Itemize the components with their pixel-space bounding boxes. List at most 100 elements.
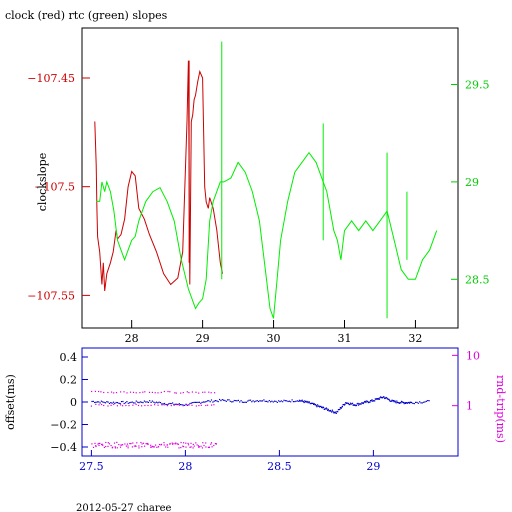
rnd-trip-point <box>211 404 213 406</box>
rnd-trip-point <box>103 404 105 407</box>
rnd-trip-point <box>207 404 209 406</box>
rnd-trip-point <box>197 445 200 447</box>
offset-point <box>167 403 170 405</box>
offset-point <box>342 404 344 406</box>
offset-point <box>169 402 171 405</box>
rnd-trip-point <box>192 447 194 449</box>
rnd-trip-point <box>169 442 171 445</box>
offset-point <box>185 403 187 405</box>
rnd-trip-point <box>101 443 103 445</box>
offset-point <box>170 403 172 405</box>
offset-point <box>149 400 151 402</box>
offset-point <box>217 401 219 403</box>
rnd-trip-point <box>142 391 144 393</box>
rnd-trip-point <box>200 445 202 447</box>
offset-point <box>180 404 182 406</box>
offset-point <box>267 401 269 403</box>
offset-point <box>305 401 307 403</box>
offset-point <box>308 401 311 403</box>
offset-point <box>378 397 380 400</box>
offset-point <box>424 401 426 403</box>
rnd-trip-point <box>147 442 149 445</box>
offset-point <box>290 401 292 403</box>
rnd-trip-point <box>163 444 165 446</box>
offset-point <box>329 410 331 412</box>
offset-point <box>91 400 93 403</box>
offset-point <box>141 401 143 403</box>
rnd-trip-point <box>154 404 156 406</box>
rnd-trip-point <box>132 404 134 406</box>
offset-point <box>325 407 327 409</box>
offset-point <box>410 401 412 403</box>
rnd-trip-point <box>153 446 155 448</box>
offset-point <box>263 399 265 401</box>
offset-point <box>376 398 378 400</box>
offset-point <box>314 404 316 406</box>
offset-point <box>316 406 318 408</box>
offset-point <box>204 401 206 403</box>
offset-point <box>96 401 98 403</box>
rnd-trip-point <box>192 443 194 445</box>
offset-point <box>374 398 376 400</box>
rnd-trip-point <box>178 404 180 406</box>
offset-point <box>368 402 370 404</box>
rnd-trip-point <box>111 447 113 449</box>
offset-point <box>208 400 210 402</box>
offset-point <box>232 401 234 403</box>
offset-point <box>391 399 393 401</box>
offset-point <box>307 402 309 404</box>
rnd-trip-point <box>95 445 97 447</box>
offset-point <box>321 406 323 408</box>
offset-point <box>301 399 303 401</box>
offset-point <box>363 401 365 404</box>
rnd-trip-point <box>171 442 173 444</box>
offset-point <box>200 402 202 404</box>
rnd-trip-point <box>191 404 193 406</box>
offset-point <box>299 400 301 402</box>
offset-point <box>396 401 399 403</box>
rnd-trip-point <box>210 443 212 445</box>
offset-point <box>331 409 333 411</box>
bottom-x-tick-label: 28.5 <box>267 460 292 473</box>
rnd-trip-point <box>98 442 100 445</box>
offset-point <box>371 399 373 401</box>
rnd-trip-point <box>191 391 193 393</box>
offset-point <box>392 400 395 402</box>
offset-point <box>343 404 345 406</box>
rnd-trip-point <box>152 445 154 447</box>
rnd-trip-point <box>90 405 92 407</box>
offset-point <box>390 400 393 402</box>
rnd-trip-point <box>132 442 134 444</box>
offset-point <box>416 401 418 403</box>
offset-point <box>413 403 415 405</box>
offset-point <box>399 402 401 404</box>
rnd-trip-point <box>195 405 197 407</box>
rnd-trip-point <box>169 391 171 393</box>
rnd-trip-point <box>122 405 124 407</box>
offset-point <box>98 401 100 403</box>
offset-point <box>251 401 253 403</box>
rnd-trip-point <box>142 442 145 444</box>
offset-point <box>287 400 289 403</box>
offset-point <box>276 401 278 403</box>
offset-point <box>225 400 227 402</box>
bottom-x-tick-label: 29 <box>366 460 380 473</box>
rnd-trip-point <box>183 442 185 444</box>
offset-point <box>383 396 385 398</box>
offset-point <box>146 401 148 403</box>
rnd-trip-point <box>147 404 149 407</box>
bottom-x-tick-label: 28 <box>178 460 192 473</box>
offset-point <box>255 400 257 402</box>
offset-point <box>280 400 282 402</box>
offset-point <box>261 400 264 402</box>
offset-point <box>370 400 372 402</box>
rnd-trip-point <box>201 447 203 449</box>
top-x-tick-label: 29 <box>196 332 210 345</box>
rnd-trip-point <box>215 443 217 445</box>
offset-point <box>295 400 297 402</box>
offset-point <box>382 397 384 399</box>
offset-point <box>362 402 364 405</box>
rnd-trip-point <box>157 404 159 406</box>
rnd-trip-point <box>190 442 192 444</box>
rnd-trip-point <box>140 441 142 444</box>
